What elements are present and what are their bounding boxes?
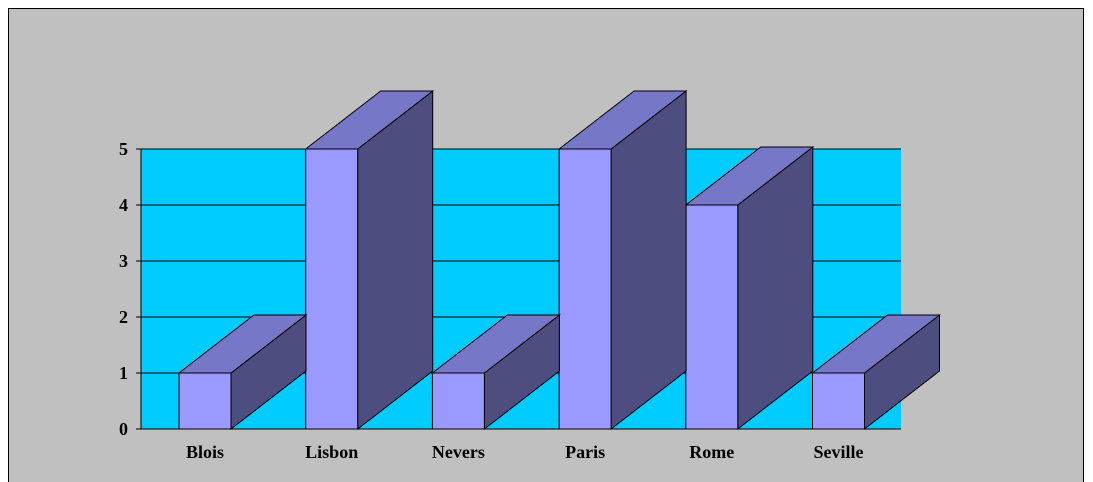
bar-front-face <box>305 148 359 430</box>
bar-seville <box>811 313 941 431</box>
y-tick-label: 2 <box>119 307 128 327</box>
category-label: Paris <box>565 442 605 462</box>
bar-side-face <box>610 89 687 431</box>
bar-blois <box>177 313 308 431</box>
category-label: Lisbon <box>305 442 358 462</box>
bar-front-face <box>685 204 739 430</box>
bars <box>177 89 941 431</box>
y-tick-label: 0 <box>119 419 128 439</box>
category-labels: Blois Lisbon Nevers Paris Rome Seville <box>186 442 864 462</box>
bar-front-face <box>558 148 612 430</box>
category-label: Seville <box>814 442 864 462</box>
bar-front-face <box>178 372 232 430</box>
bar-nevers <box>430 313 561 431</box>
category-label: Nevers <box>432 442 485 462</box>
category-label: Blois <box>186 442 224 462</box>
y-tick-label: 1 <box>119 363 128 383</box>
category-label: Rome <box>689 442 734 462</box>
bar-front-face <box>431 372 485 430</box>
bar-front-face <box>812 372 865 430</box>
y-tick-label: 4 <box>119 195 128 215</box>
bar-paris <box>557 89 688 431</box>
y-tick-label: 5 <box>119 139 128 159</box>
y-tick-label: 3 <box>119 251 128 271</box>
bar-rome <box>684 145 815 431</box>
y-tick-marks <box>136 148 141 430</box>
y-tick-labels: 0 1 2 3 4 5 <box>119 139 128 439</box>
bar-side-face <box>357 89 434 431</box>
bar-lisbon <box>304 89 435 431</box>
